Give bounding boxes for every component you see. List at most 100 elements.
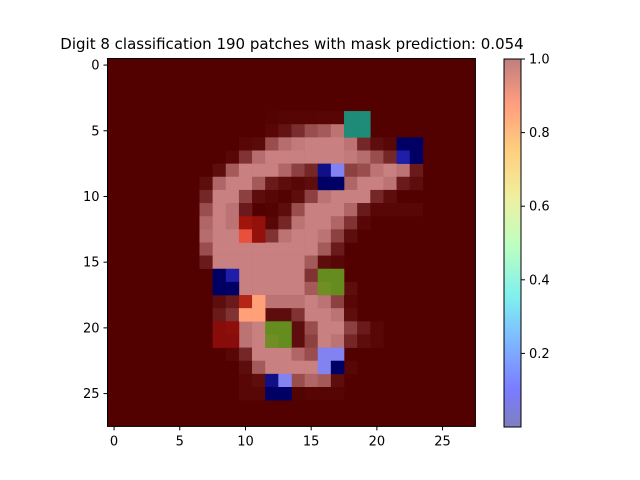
digit-pixel	[212, 229, 227, 243]
digit-pixel	[212, 203, 227, 217]
digit-pixel	[317, 189, 332, 204]
digit-pixel	[304, 229, 319, 243]
mask-patch	[317, 163, 332, 178]
digit-pixel	[212, 176, 227, 191]
digit-pixel	[265, 163, 279, 178]
digit-pixel	[344, 334, 358, 348]
digit-pixel-layer	[199, 111, 424, 401]
digit-pixel	[291, 268, 305, 283]
digit-pixel	[265, 150, 279, 164]
digit-pixel	[317, 111, 332, 125]
mask-patch	[265, 387, 279, 401]
digit-pixel	[199, 255, 213, 270]
digit-pixel	[383, 137, 397, 151]
colorbar-tick-label: 0.6	[529, 200, 550, 215]
digit-pixel	[317, 137, 332, 151]
digit-pixel	[317, 255, 332, 270]
mask-patch	[278, 387, 292, 401]
digit-pixel	[252, 347, 266, 362]
digit-pixel	[330, 189, 345, 204]
digit-pixel	[370, 137, 384, 151]
digit-pixel	[396, 163, 411, 178]
digit-pixel	[344, 295, 358, 309]
colorbar-tick-label: 0.8	[529, 126, 550, 141]
digit-pixel	[330, 229, 345, 243]
digit-pixel	[344, 216, 358, 230]
digit-pixel	[212, 242, 227, 256]
digit-pixel	[357, 216, 371, 230]
digit-pixel	[357, 150, 371, 164]
digit-pixel	[291, 137, 305, 151]
x-tick-label: 15	[303, 434, 320, 449]
digit-pixel	[291, 373, 305, 388]
digit-pixel	[225, 176, 240, 191]
y-axis: 0 5 10 15 20 25	[83, 59, 108, 402]
digit-pixel	[344, 308, 358, 322]
digit-pixel	[317, 216, 332, 230]
digit-pixel	[357, 163, 371, 178]
mask-patch	[225, 334, 240, 348]
digit-pixel	[265, 268, 279, 283]
digit-pixel	[265, 137, 279, 151]
mask-patch	[330, 163, 345, 178]
digit-pixel	[291, 387, 305, 401]
y-tick-label: 25	[83, 387, 100, 402]
mask-patch	[265, 334, 279, 348]
digit-pixel	[278, 150, 292, 164]
digit-pixel	[370, 163, 384, 178]
digit-pixel	[238, 150, 253, 164]
digit-pixel	[278, 203, 292, 217]
digit-pixel	[344, 150, 358, 164]
digit-pixel	[225, 189, 240, 204]
mask-patch	[252, 295, 266, 309]
digit-pixel	[330, 255, 345, 270]
digit-pixel	[304, 308, 319, 322]
digit-pixel	[199, 189, 213, 204]
digit-pixel	[265, 255, 279, 270]
digit-pixel	[330, 124, 345, 138]
digit-pixel	[304, 203, 319, 217]
digit-pixel	[317, 373, 332, 388]
digit-pixel	[212, 295, 227, 309]
digit-pixel	[252, 360, 266, 375]
digit-pixel	[278, 137, 292, 151]
digit-pixel	[252, 189, 266, 204]
digit-pixel	[212, 216, 227, 230]
x-tick-label: 25	[434, 434, 451, 449]
y-tick-label: 0	[91, 59, 99, 74]
digit-pixel	[291, 150, 305, 164]
digit-pixel	[304, 347, 319, 362]
digit-pixel	[409, 203, 424, 217]
digit-pixel	[370, 189, 384, 204]
digit-pixel	[409, 163, 424, 178]
digit-pixel	[370, 334, 384, 348]
digit-pixel	[304, 295, 319, 309]
digit-pixel	[317, 308, 332, 322]
mask-patch	[212, 334, 227, 348]
digit-pixel	[383, 163, 397, 178]
digit-pixel	[330, 150, 345, 164]
digit-pixel	[252, 321, 266, 335]
mask-patch	[396, 137, 411, 151]
digit-pixel	[238, 334, 253, 348]
digit-pixel	[370, 176, 384, 191]
mask-patch	[212, 268, 227, 283]
mask-patch	[330, 281, 345, 296]
digit-pixel	[304, 137, 319, 151]
y-tick-label: 20	[83, 321, 100, 336]
digit-pixel	[225, 216, 240, 230]
digit-pixel	[225, 163, 240, 178]
colorbar-tick-label: 0.4	[529, 273, 550, 288]
mask-patch	[238, 295, 253, 309]
digit-pixel	[278, 242, 292, 256]
digit-pixel	[383, 150, 397, 164]
digit-pixel	[330, 203, 345, 217]
digit-pixel	[238, 281, 253, 296]
digit-pixel	[291, 347, 305, 362]
digit-pixel	[252, 281, 266, 296]
digit-pixel	[252, 137, 266, 151]
digit-pixel	[344, 203, 358, 217]
digit-pixel	[304, 255, 319, 270]
digit-pixel	[278, 295, 292, 309]
digit-pixel	[252, 163, 266, 178]
